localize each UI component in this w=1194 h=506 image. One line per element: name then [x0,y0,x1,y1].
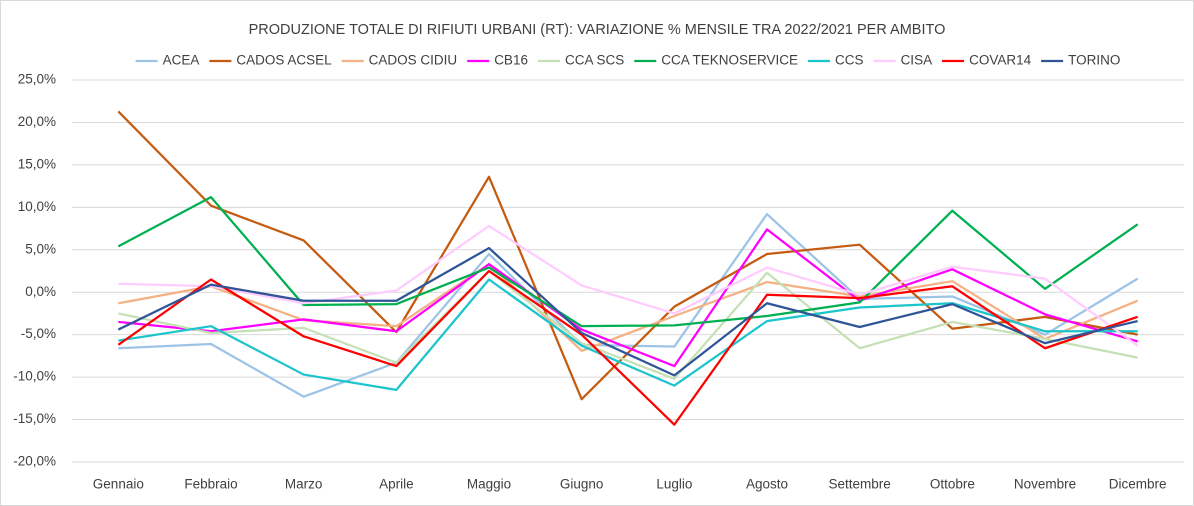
y-tick-label: -15,0% [13,411,56,426]
series-line [118,212,1139,398]
y-tick-label: -10,0% [13,369,56,384]
legend-label: ACEA [163,53,200,68]
y-tick-label: 15,0% [18,156,56,171]
series-line [117,110,1138,401]
legend-label: COVAR14 [969,53,1032,68]
series-line [117,196,1139,328]
x-tick-label: Marzo [285,477,323,492]
x-tick-label: Agosto [746,477,788,492]
y-tick-label: 25,0% [18,72,56,87]
x-tick-label: Dicembre [1109,477,1167,492]
x-tick-label: Gennaio [93,477,144,492]
x-tick-label: Novembre [1014,477,1076,492]
legend-label: CCA SCS [565,53,624,68]
legend-label: CCS [835,53,864,68]
chart-title: PRODUZIONE TOTALE DI RIFIUTI URBANI (RT)… [249,22,946,38]
y-tick-label: -5,0% [21,326,56,341]
legend-label: TORINO [1068,53,1120,68]
x-tick-label: Settembre [829,477,891,492]
legend-label: CISA [901,53,933,68]
legend-label: CADOS CIDIU [369,53,458,68]
series-line [117,269,1139,426]
x-tick-label: Febbraio [184,477,237,492]
x-tick-label: Giugno [560,477,604,492]
series-line [118,228,1138,368]
series-line [118,269,1138,380]
y-tick-label: 10,0% [18,199,56,214]
x-tick-label: Ottobre [930,477,975,492]
legend-label: CADOS ACSEL [236,53,332,68]
legend-label: CB16 [494,53,528,68]
x-tick-label: Luglio [656,477,692,492]
x-tick-label: Maggio [467,477,511,492]
y-tick-label: -20,0% [13,454,56,469]
series-line [118,278,1138,391]
legend-label: CCA TEKNOSERVICE [661,53,798,68]
series-line [118,263,1139,352]
y-tick-label: 20,0% [18,114,56,129]
series-line [117,246,1138,377]
x-tick-label: Aprile [379,477,414,492]
y-tick-label: 0,0% [25,284,56,299]
y-tick-label: 5,0% [25,241,56,256]
series-line [118,224,1139,347]
